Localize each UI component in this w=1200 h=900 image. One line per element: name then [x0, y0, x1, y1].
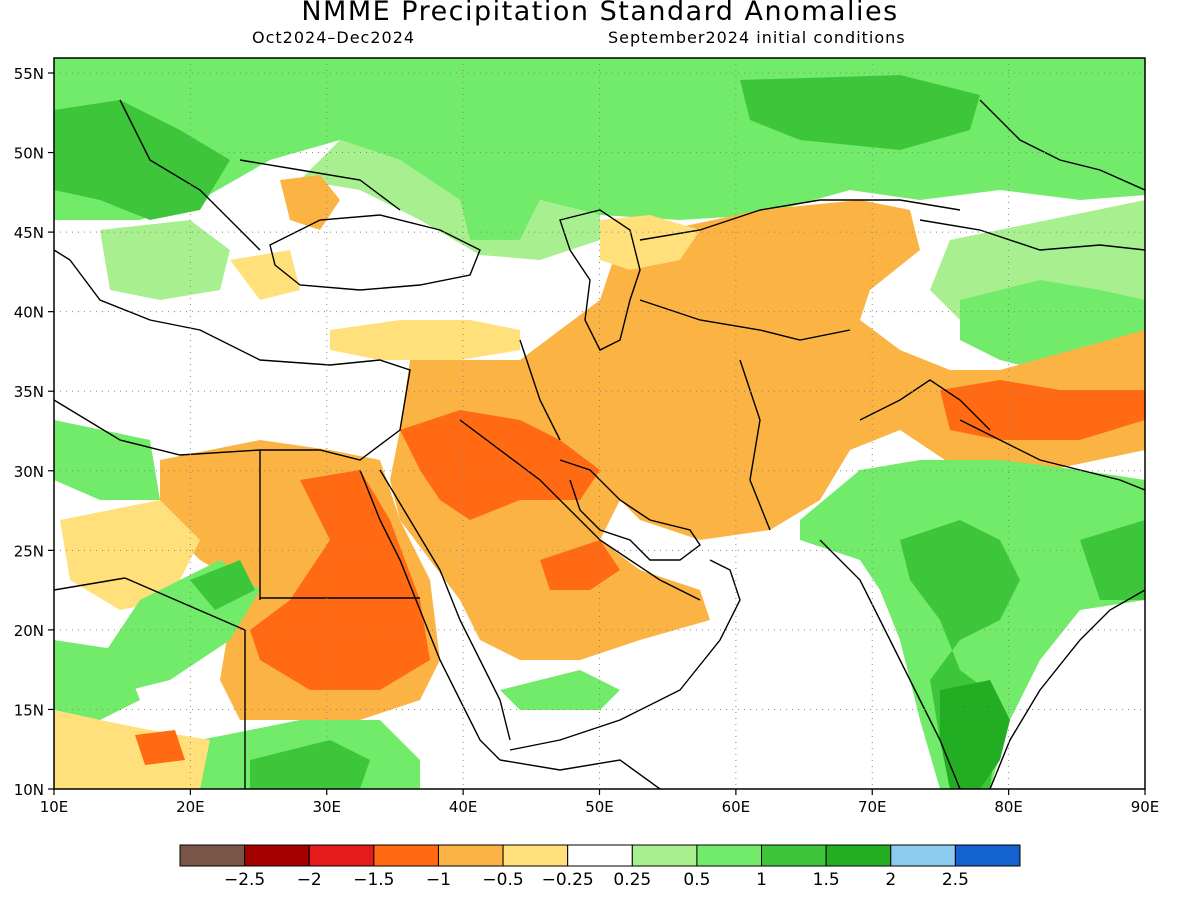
colorbar-label: 1 [756, 870, 767, 890]
coast-caspian [559, 209, 641, 351]
border-pakistan-india [859, 379, 991, 431]
border-africa-north [54, 577, 126, 591]
region-horn-dark-orange [135, 730, 185, 765]
region-ukraine-orange [280, 175, 340, 230]
x-tick-label: 30E [312, 798, 341, 816]
region-chad-mid-green [190, 560, 255, 610]
coast-horn [499, 759, 661, 789]
border-libya-chad [124, 577, 246, 631]
colorbar-label: 0.5 [683, 870, 710, 890]
x-tick-label: 70E [858, 798, 887, 816]
initial-conditions: September2024 initial conditions [608, 28, 906, 47]
colorbar-swatch [502, 844, 569, 867]
region-sudan-south-mid-green [250, 740, 370, 789]
colorbar-swatch [696, 844, 763, 867]
coast-india-west [819, 539, 961, 789]
colorbar-label: 2 [885, 870, 896, 890]
colorbar-swatch [567, 844, 633, 867]
colorbar-label: −0.25 [542, 870, 594, 890]
region-balkans-light-green [100, 220, 230, 300]
border-iran-afghanistan [739, 359, 771, 531]
coast-india-east [989, 589, 1145, 789]
colorbar-label: 0.25 [613, 870, 651, 890]
colorbar-label: −1 [426, 870, 451, 890]
x-tick-label: 50E [585, 798, 614, 816]
colorbar-swatch [308, 844, 375, 867]
coast-red-sea-east [379, 469, 511, 741]
colorbar-swatch [244, 844, 310, 867]
coast-red-sea-west [359, 469, 501, 761]
border-europe [119, 99, 261, 251]
coast-mediterranean [54, 249, 411, 461]
axes: 10E 20E 30E 40E 50E 60E 70E 80E 90E 10N 15N 20N 25N 3… [14, 65, 1160, 816]
region-horn-africa-light-orange [54, 710, 210, 789]
y-tick-label: 50N [14, 145, 44, 163]
colorbar-swatch [179, 844, 246, 867]
region-arabia-dark-orange [540, 540, 620, 590]
y-tick-label: 10N [14, 781, 44, 799]
coast-arabia-south [509, 559, 741, 751]
colorbar-label: −1.5 [353, 870, 394, 890]
region-iraq-dark-orange [400, 410, 600, 520]
colorbar-label: −2.5 [224, 870, 265, 890]
border-arabia [459, 419, 701, 601]
region-north-light-green [300, 140, 600, 260]
region-yemen-green [500, 670, 620, 710]
x-tick-label: 40E [449, 798, 478, 816]
region-turkey-light-orange [330, 320, 520, 360]
anomaly-field [54, 58, 1145, 789]
border-himalaya [959, 419, 1145, 491]
colorbar-label: −2 [297, 870, 322, 890]
region-central-asia-light-orange [600, 215, 700, 270]
colorbar-swatch [825, 844, 892, 867]
colorbar-swatch [890, 844, 956, 867]
y-tick-label: 20N [14, 622, 44, 640]
x-tick-label: 80E [994, 798, 1023, 816]
colorbar: −2.5 −2 −1.5 −1 −0.5 −0.25 0.25 0.5 1 1.5 2 2.5 [179, 844, 1021, 890]
coast-persian-gulf [559, 459, 701, 561]
y-tick-label: 55N [14, 65, 44, 83]
region-siberia-mid-green [740, 75, 980, 150]
colorbar-swatch [437, 844, 504, 867]
border-iran-iraq [519, 339, 561, 441]
colorbar-label: 1.5 [813, 870, 840, 890]
x-tick-label: 60E [722, 798, 751, 816]
border-russia-china [979, 99, 1145, 191]
border-china-mongolia [919, 219, 1145, 251]
colorbar-swatch [761, 844, 827, 867]
y-tick-label: 45N [14, 224, 44, 242]
region-bay-bengal-mid-green [1080, 520, 1145, 600]
colorbar-swatch [631, 844, 698, 867]
colorbar-swatch [954, 844, 1021, 867]
region-europe-green [54, 100, 230, 220]
region-sahel-green [54, 640, 140, 720]
border-ukraine [239, 159, 401, 211]
y-tick-label: 25N [14, 542, 44, 560]
region-egypt-sudan-dark-orange [250, 470, 430, 690]
region-africa-west-green [54, 420, 160, 500]
y-tick-label: 40N [14, 304, 44, 322]
x-tick-label: 90E [1131, 798, 1160, 816]
forecast-period: Oct2024–Dec2024 [252, 28, 416, 47]
region-india-dark-green [940, 680, 1010, 789]
x-tick-label: 20E [176, 798, 205, 816]
x-tick-label: 10E [40, 798, 69, 816]
map-title: NMME Precipitation Standard Anomalies [301, 0, 899, 27]
region-himalaya-dark-orange [940, 380, 1145, 440]
colorbar-label: −0.5 [482, 870, 523, 890]
colorbar-label: 2.5 [942, 870, 969, 890]
coast-black-sea [269, 214, 481, 291]
y-tick-label: 35N [14, 383, 44, 401]
region-greece-light-orange [230, 250, 300, 300]
y-tick-label: 15N [14, 701, 44, 719]
colorbar-swatch [373, 844, 439, 867]
region-central-asia-orange [520, 200, 1145, 540]
border-turkmenistan [639, 299, 851, 341]
y-tick-label: 30N [14, 463, 44, 481]
